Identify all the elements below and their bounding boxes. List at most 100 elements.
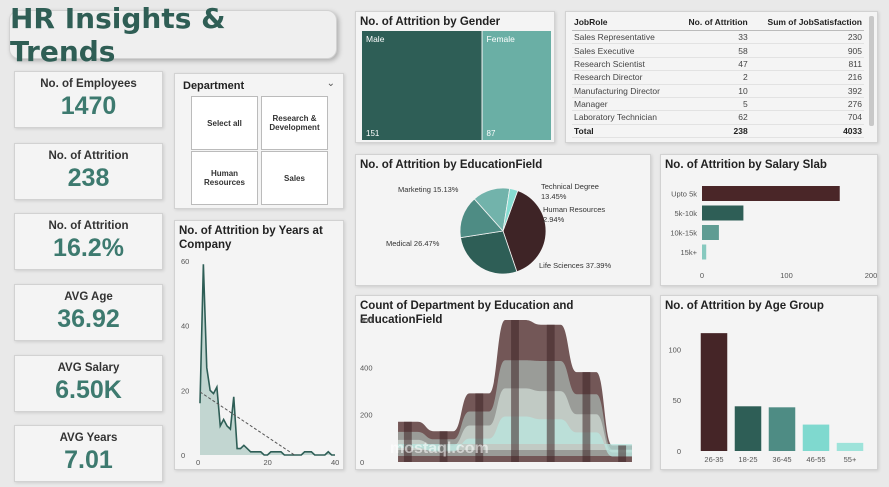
attrition-line [199, 264, 335, 456]
x-tick-label: 200 [865, 271, 878, 280]
cell: Sales Executive [572, 43, 677, 58]
cell: Manager [572, 97, 677, 112]
slicer-option-sales[interactable]: Sales [261, 151, 328, 205]
chevron-down-icon[interactable]: ⌄ [326, 78, 335, 89]
treemap-label: Male [366, 34, 385, 44]
watermark: mostaql.com [390, 440, 489, 457]
slicer-title: Department [183, 80, 245, 92]
pie-label: Technical Degree 13.45% [541, 182, 599, 201]
salary-bar-0 [702, 186, 840, 201]
y-tick-label: 200 [360, 411, 373, 420]
education-chart-title: No. of Attrition by EducationField [360, 159, 543, 171]
y-tick-label: 400 [360, 363, 373, 372]
table-row: Sales Executive 58 905 [572, 43, 864, 58]
cell: Research Scientist [572, 57, 677, 72]
pie-label: Life Sciences 37.39% [539, 261, 611, 270]
salary-bar-1 [702, 205, 744, 221]
cell: Total [572, 123, 677, 139]
jobrole-table-card: JobRole No. of Attrition Sum of JobSatis… [565, 11, 878, 143]
kpi-employees: No. of Employees 1470 [14, 71, 163, 128]
slicer-option-research-development[interactable]: Research & Development [261, 96, 328, 150]
dashboard-title-card: HR Insights & Trends [9, 2, 337, 68]
kpi-label: AVG Age [64, 291, 113, 303]
kpi-value: 238 [67, 164, 110, 192]
kpi-avg-salary: AVG Salary 6.50K [14, 355, 163, 412]
age-bar-55+ [836, 442, 864, 451]
pie-slice [502, 188, 519, 232]
kpi-attrition-rate: No. of Attrition 16.2% [14, 213, 163, 270]
kpi-avg-age: AVG Age 36.92 [14, 284, 163, 341]
x-category-label: 36-45 [772, 455, 791, 464]
table-row: Laboratory Technician 62 704 [572, 110, 864, 125]
kpi-label: AVG Years [59, 432, 118, 444]
dept-column-3 [511, 320, 519, 462]
y-tick-label: 0 [677, 447, 681, 456]
salary-bar-2 [702, 225, 719, 240]
column-header-jobrole[interactable]: JobRole [572, 16, 677, 31]
treemap-value: 151 [366, 129, 380, 138]
age-chart-title: No. of Attrition by Age Group [665, 300, 824, 312]
y-tick-label: 20 [181, 386, 189, 395]
x-tick-label: 40 [331, 458, 339, 467]
cell: 704 [749, 110, 864, 125]
department-chart-card: Count of Department by Education and Edu… [355, 295, 651, 470]
pie-label: Human Resources 2.94% [543, 205, 605, 224]
y-tick-label: 40 [181, 322, 189, 331]
x-category-label: 46-55 [806, 455, 825, 464]
treemap-tile-male [362, 31, 482, 140]
department-slicer: Department ⌄ Select all Research & Devel… [174, 73, 344, 209]
dept-column-6 [618, 445, 627, 462]
trend-line [199, 391, 295, 456]
x-category-label: 18-25 [738, 455, 757, 464]
y-category-label: 10k-15k [670, 229, 697, 238]
y-tick-label: 600 [360, 316, 373, 325]
table-row: Manufacturing Director 10 392 [572, 84, 864, 98]
cell: 905 [749, 43, 864, 58]
dept-column-2 [475, 393, 484, 462]
slicer-option-human-resources[interactable]: Human Resources [191, 151, 258, 205]
cell: Laboratory Technician [572, 110, 677, 125]
dept-column-5 [582, 372, 591, 462]
salary-chart-title: No. of Attrition by Salary Slab [665, 159, 827, 171]
column-header-attrition[interactable]: No. of Attrition [676, 16, 750, 31]
kpi-value: 16.2% [53, 234, 124, 262]
table-scrollbar[interactable] [869, 16, 874, 126]
age-bar-36-45 [768, 407, 796, 451]
kpi-label: No. of Employees [40, 78, 137, 90]
pie-slice [502, 190, 547, 273]
y-category-label: 5k-10k [674, 209, 697, 218]
column-header-satisfaction[interactable]: Sum of JobSatisfaction [749, 16, 864, 31]
table-row: Research Director 2 216 [572, 70, 864, 85]
kpi-avg-years: AVG Years 7.01 [14, 425, 163, 482]
cell: 47 [676, 57, 750, 72]
department-chart-title: Count of Department by Education and Edu… [360, 300, 574, 326]
pie-label: Marketing 15.13% [398, 185, 459, 194]
age-bar-chart: 0 50 100 26-35 18-25 36-45 46-55 55+ [668, 333, 864, 464]
education-pie-chart: Life Sciences 37.39% Medical 26.47% Market… [386, 182, 611, 275]
cell: 276 [749, 97, 864, 112]
table-row: Sales Representative 33 230 [572, 30, 864, 45]
x-tick-label: 20 [264, 458, 272, 467]
y-tick-label: 100 [668, 345, 681, 354]
cell: 238 [676, 123, 750, 139]
y-tick-label: 60 [181, 257, 189, 266]
dept-column-4 [546, 324, 555, 462]
treemap-tile-female [482, 31, 551, 140]
kpi-value: 36.92 [57, 305, 120, 333]
cell: Sales Representative [572, 30, 677, 45]
kpi-label: No. of Attrition [48, 220, 129, 232]
kpi-attrition-count: No. of Attrition 238 [14, 143, 163, 200]
table-header-row: JobRole No. of Attrition Sum of JobSatis… [572, 16, 864, 31]
years-chart-card: No. of Attrition by Years at Company 0 20… [174, 220, 344, 470]
department-ribbon-chart: 0 200 400 600 [360, 316, 632, 467]
cell: 216 [749, 70, 864, 85]
kpi-value: 1470 [60, 92, 117, 120]
table-total-row: Total 238 4033 [572, 123, 864, 139]
jobrole-table: JobRole No. of Attrition Sum of JobSatis… [572, 16, 864, 139]
cell: 4033 [749, 123, 864, 139]
cell: 33 [676, 30, 750, 45]
cell: 811 [749, 57, 864, 72]
x-tick-label: 0 [196, 458, 200, 467]
slicer-option-select-all[interactable]: Select all [191, 96, 258, 150]
y-category-label: Upto 5k [671, 190, 697, 199]
